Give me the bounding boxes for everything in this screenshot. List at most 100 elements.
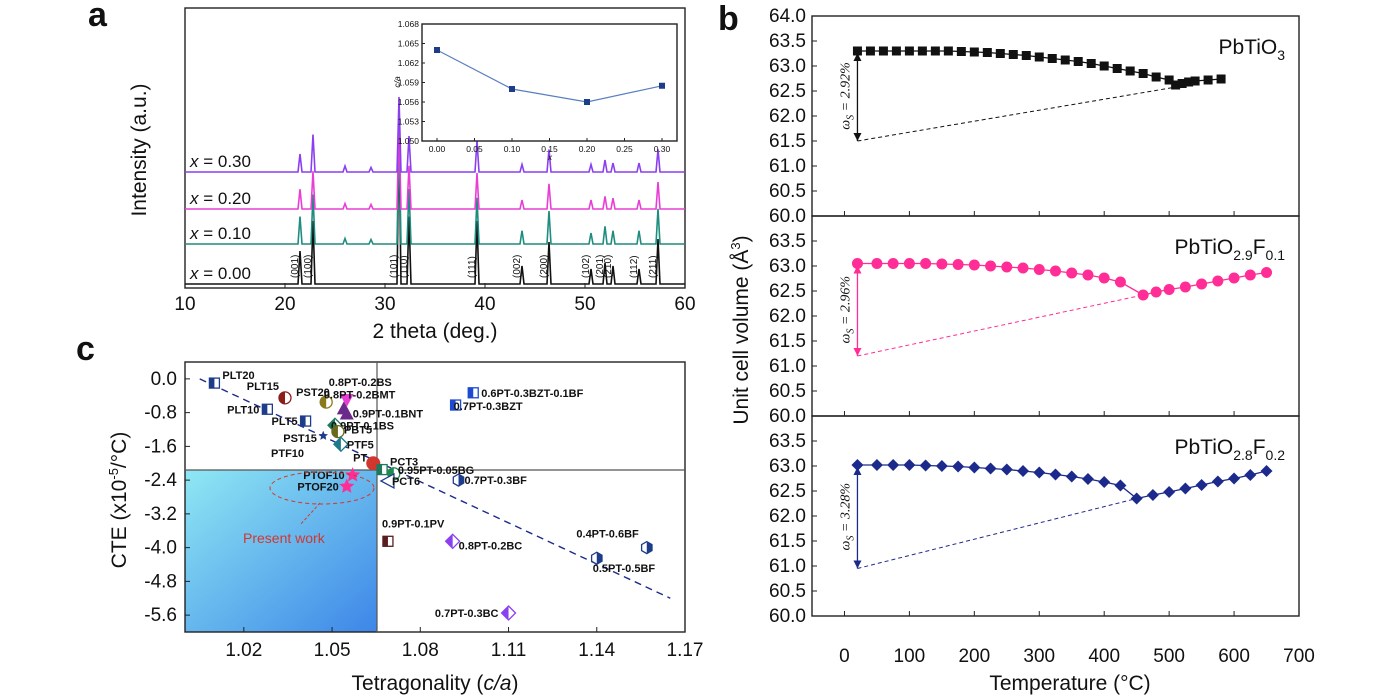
y-tick-label: 63.0 (769, 56, 806, 77)
volume-subplot-1: 60.0 60.5 61.0 61.5 62.0 62.5 63.0 63.5 ωS = 2.9… (769, 215, 1300, 427)
panel-a-xlabel: 2 theta (deg.) (373, 320, 498, 343)
series-var: x (189, 224, 199, 243)
cte-point (339, 393, 354, 407)
cte-point (345, 467, 361, 482)
y-tick-label: 61.0 (769, 156, 806, 177)
cte-point-half (382, 536, 388, 547)
formula-label: PbTiO2.8F0.2 (1175, 436, 1286, 463)
panel-a-letter: a (88, 0, 108, 34)
peak-label: (201) (595, 255, 606, 278)
y-tick-label: 0.0 (151, 369, 177, 390)
volume-line (857, 262, 1267, 296)
x-tick-label: 700 (1283, 646, 1315, 667)
xrd-series-label: x = 0.30 (189, 152, 251, 171)
data-point (1244, 469, 1257, 481)
inset-xlabel: x (547, 152, 553, 162)
formula-main: PbTiO (1175, 236, 1234, 259)
cte-point-half (279, 391, 285, 404)
point-label: 0.4PT-0.6BF (576, 529, 639, 541)
data-point (870, 459, 883, 471)
series-val: = 0.20 (199, 189, 251, 208)
formula-label: PbTiO2.9F0.1 (1175, 236, 1286, 263)
inset-y-tick-label: 1.068 (398, 19, 420, 29)
data-point (1212, 275, 1224, 287)
omega-symbol: ω (838, 120, 853, 130)
cte-point (379, 472, 395, 490)
data-point (920, 258, 932, 269)
inset-y-tick-label: 1.062 (398, 58, 420, 68)
data-point (1190, 76, 1200, 86)
data-point (936, 258, 948, 270)
data-point (1073, 57, 1083, 66)
arrow-head-down (853, 560, 862, 569)
point-label: 0.9PT-0.1BNT (353, 408, 424, 420)
data-point (1177, 79, 1187, 88)
volume-subplot-2: 60.0 60.5 61.0 61.5 62.0 62.5 63.0 63.5 ωS = 3.2… (769, 415, 1300, 627)
present-work-ellipse (269, 471, 375, 505)
inset-point (584, 99, 590, 105)
panel-a-inset-chart: 0.00 0.05 0.10 0.15 0.20 0.25 0.30 1.050 1.053 1.… (392, 19, 678, 162)
data-point (1060, 55, 1070, 65)
data-point (1261, 267, 1273, 278)
y-tick-label: 60.5 (769, 181, 806, 202)
cte-point-half (333, 437, 341, 452)
x-tick-label: 1.11 (491, 640, 527, 661)
inset-y-tick-label: 1.056 (398, 97, 420, 107)
omega-sub: S (845, 536, 856, 541)
x-tick-label: 100 (894, 646, 926, 667)
omega-symbol: ω (838, 334, 853, 344)
x-tick-label: 40 (474, 294, 495, 315)
inset-y-tick-label: 1.050 (398, 136, 420, 146)
data-point (1125, 66, 1135, 76)
data-point (1098, 272, 1110, 284)
inset-x-tick-label: 0.10 (504, 144, 521, 154)
data-point (1146, 489, 1159, 501)
inset-ylabel: c/a (392, 76, 402, 88)
inset-x-tick-label: 0.15 (541, 144, 558, 154)
point-label: 0.9PT-0.1BS (331, 420, 394, 432)
x-tick-label: 1.17 (667, 640, 704, 661)
y-tick-label: 60.0 (769, 406, 806, 427)
x-tick-label: 1.05 (314, 640, 351, 661)
cte-point-half (468, 387, 474, 398)
omega-symbol: ω (838, 541, 853, 551)
data-point (1000, 463, 1013, 476)
y-tick-label: 61.5 (769, 531, 806, 552)
panel-c-letter: c (76, 330, 95, 368)
point-label: 0.7PT-0.3BF (465, 475, 528, 487)
series-var: x (189, 264, 199, 283)
omega-value: = 2.96% (838, 276, 853, 329)
panel-c-shaded-region (185, 470, 377, 632)
formula-f: F (1253, 236, 1266, 259)
data-point (1065, 470, 1078, 483)
peak-label: (001) (290, 255, 301, 278)
cte-point-half (445, 534, 453, 549)
peak-label: (210) (603, 255, 614, 278)
data-point (1260, 465, 1273, 477)
spontaneous-strain-label: ωS = 2.96% (838, 276, 856, 344)
y-tick-label: 62.0 (769, 506, 806, 527)
data-point (968, 259, 980, 271)
peak-label: (102) (581, 255, 592, 278)
formula-sub: 3 (1277, 47, 1285, 63)
x-tick-label: 20 (274, 294, 295, 315)
volume-subplot-0: 60.0 60.5 61.0 61.5 62.0 62.5 63.0 63.5 64.0 ωS =… (769, 6, 1300, 227)
data-point (1150, 286, 1162, 298)
data-point (1216, 74, 1226, 84)
y-tick-label: 63.5 (769, 31, 806, 52)
data-point (1098, 476, 1111, 488)
data-point (887, 258, 899, 269)
data-point (1112, 64, 1122, 73)
y-tick-label: 60.0 (769, 206, 806, 227)
data-point (1228, 472, 1241, 485)
data-point (1114, 276, 1126, 288)
cte-point (339, 478, 355, 493)
point-label: PT (353, 452, 367, 464)
point-label: PBT5 (344, 425, 372, 437)
arrow-head-down (853, 133, 862, 141)
inset-x-tick-label: 0.25 (616, 144, 633, 154)
data-point (1114, 479, 1127, 492)
cte-point (318, 430, 328, 440)
cte-point-half (596, 552, 602, 565)
